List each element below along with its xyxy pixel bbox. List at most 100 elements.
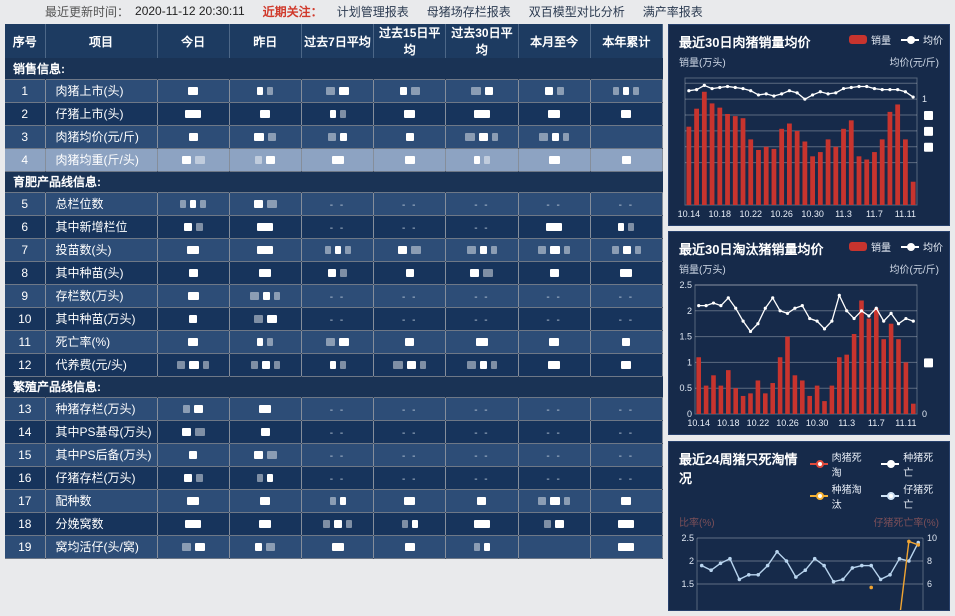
redacted-value bbox=[404, 110, 416, 119]
no-data-dashes: - - bbox=[618, 199, 635, 211]
no-data-dashes: - - bbox=[474, 427, 490, 439]
table-row-15[interactable]: 15 其中PS后备(万头) - - - - - - - - - - bbox=[5, 443, 664, 467]
y-axis-right-label: 均价(元/斤) bbox=[889, 58, 939, 69]
table-row-17[interactable]: 17 配种数 bbox=[5, 489, 664, 513]
table-row-2[interactable]: 2 仔猪上市(头) bbox=[5, 102, 664, 126]
table-row-12[interactable]: 12 代养费(元/头) bbox=[5, 353, 664, 377]
bar bbox=[910, 181, 916, 205]
value-cell bbox=[373, 330, 447, 354]
redacted-value bbox=[259, 269, 272, 278]
report-link-0[interactable]: 计划管理报表 bbox=[336, 4, 409, 19]
value-cell: - - bbox=[301, 284, 375, 308]
redacted-axis-label bbox=[924, 358, 933, 368]
charts-column: 最近30日肉猪销量均价 销量 均价 销量(万头) 均价(元/斤) 1 10.14 10… bbox=[668, 24, 950, 616]
value-cell bbox=[518, 353, 591, 377]
line-swatch-icon bbox=[809, 460, 828, 468]
value-cell bbox=[445, 512, 519, 536]
bar bbox=[694, 108, 699, 205]
report-link-1[interactable]: 母猪场存栏报表 bbox=[426, 4, 511, 19]
table-row-16[interactable]: 16 仔猪存栏(万头) - - - - - - - - - - bbox=[5, 466, 664, 490]
redacted-value bbox=[331, 543, 344, 552]
table-row-9[interactable]: 9 存栏数(万头) - - - - - - - - - - bbox=[5, 284, 664, 308]
svg-text:8: 8 bbox=[927, 556, 932, 566]
legend-item[interactable]: 均价 bbox=[901, 32, 943, 47]
row-label: 投苗数(头) bbox=[45, 238, 158, 262]
report-link-2[interactable]: 双百模型对比分析 bbox=[528, 4, 625, 19]
value-cell bbox=[445, 238, 519, 262]
table-row-10[interactable]: 10 其中种苗(万头) - - - - - - - - - - bbox=[5, 307, 664, 331]
svg-text:11.3: 11.3 bbox=[835, 209, 852, 219]
row-number: 8 bbox=[5, 261, 46, 285]
bar bbox=[732, 116, 738, 205]
value-cell bbox=[229, 489, 302, 513]
row-label: 仔猪存栏(万头) bbox=[45, 466, 158, 490]
bar bbox=[740, 118, 746, 205]
no-data-dashes: - - bbox=[546, 291, 562, 303]
bar bbox=[837, 357, 842, 414]
column-header: 序号 bbox=[5, 24, 46, 58]
legend-item[interactable]: 种猪死亡 bbox=[881, 449, 943, 479]
table-row-3[interactable]: 3 肉猪均价(元/斤) bbox=[5, 125, 664, 149]
row-number: 19 bbox=[5, 535, 46, 559]
row-label: 肉猪上市(头) bbox=[45, 79, 158, 103]
row-number: 3 bbox=[5, 125, 46, 149]
value-cell bbox=[157, 215, 230, 239]
value-cell bbox=[590, 125, 664, 149]
value-cell bbox=[590, 79, 664, 103]
value-cell: - - bbox=[518, 443, 591, 467]
table-row-7[interactable]: 7 投苗数(头) bbox=[5, 238, 664, 262]
value-cell: - - bbox=[373, 215, 447, 239]
no-data-dashes: - - bbox=[329, 404, 346, 416]
value-cell: - - bbox=[445, 420, 519, 444]
row-label: 肉猪均价(元/斤) bbox=[45, 125, 158, 149]
svg-text:10.30: 10.30 bbox=[801, 209, 824, 219]
value-cell: - - bbox=[590, 397, 664, 421]
bar-swatch-icon bbox=[849, 35, 867, 44]
legend-item[interactable]: 仔猪死亡 bbox=[881, 481, 943, 511]
table-row-18[interactable]: 18 分娩窝数 bbox=[5, 512, 664, 536]
legend-item[interactable]: 种猪淘汰 bbox=[809, 481, 872, 511]
table-row-13[interactable]: 13 种猪存栏(万头) - - - - - - - - - - bbox=[5, 397, 664, 421]
row-label: 总栏位数 bbox=[45, 192, 158, 216]
value-cell bbox=[445, 79, 519, 103]
no-data-dashes: - - bbox=[474, 473, 490, 485]
section-row: 育肥产品线信息: bbox=[5, 171, 663, 193]
legend-item[interactable]: 销量 bbox=[849, 32, 891, 47]
table-row-19[interactable]: 19 窝均活仔(头/窝) bbox=[5, 535, 664, 559]
legend-item[interactable]: 销量 bbox=[849, 239, 891, 254]
legend-item[interactable]: 均价 bbox=[901, 239, 943, 254]
value-cell bbox=[373, 261, 447, 285]
table-row-6[interactable]: 6 其中新增栏位 - - - - - - bbox=[5, 215, 664, 239]
chart-legend: 肉猪死淘 种猪死亡 种猪淘汰 仔猪死亡 bbox=[809, 449, 943, 511]
value-cell: - - bbox=[373, 466, 447, 490]
row-label: 窝均活仔(头/窝) bbox=[45, 535, 158, 559]
value-cell: - - bbox=[373, 420, 447, 444]
table-row-4[interactable]: 4 肉猪均重(斤/头) bbox=[5, 148, 664, 172]
bar bbox=[709, 103, 715, 205]
redacted-value bbox=[260, 110, 271, 119]
table-row-8[interactable]: 8 其中种苗(头) bbox=[5, 261, 664, 285]
redacted-value bbox=[260, 497, 271, 506]
value-cell: - - bbox=[445, 192, 519, 216]
bar bbox=[779, 128, 785, 205]
svg-text:1.5: 1.5 bbox=[681, 579, 694, 589]
value-cell bbox=[590, 512, 664, 536]
row-number: 15 bbox=[5, 443, 46, 467]
table-row-11[interactable]: 11 死亡率(%) bbox=[5, 330, 664, 354]
redacted-value bbox=[259, 405, 272, 414]
no-data-dashes: - - bbox=[546, 199, 562, 211]
row-number: 18 bbox=[5, 512, 46, 536]
report-link-3[interactable]: 满产率报表 bbox=[642, 4, 703, 19]
bar bbox=[717, 107, 723, 205]
bar bbox=[740, 395, 746, 414]
value-cell: - - bbox=[445, 284, 519, 308]
table-row-1[interactable]: 1 肉猪上市(头) bbox=[5, 79, 664, 103]
bar bbox=[817, 152, 823, 205]
row-label: 代养费(元/头) bbox=[45, 353, 158, 377]
legend-item[interactable]: 肉猪死淘 bbox=[809, 449, 872, 479]
chart-panel-pig-sales: 最近30日肉猪销量均价 销量 均价 销量(万头) 均价(元/斤) 1 10.14 10… bbox=[668, 24, 950, 226]
table-row-5[interactable]: 5 总栏位数 - - - - - - - - - - bbox=[5, 192, 664, 216]
bar bbox=[814, 385, 820, 414]
value-cell bbox=[229, 261, 302, 285]
table-row-14[interactable]: 14 其中PS基母(万头) - - - - - - - - - - bbox=[5, 420, 664, 444]
